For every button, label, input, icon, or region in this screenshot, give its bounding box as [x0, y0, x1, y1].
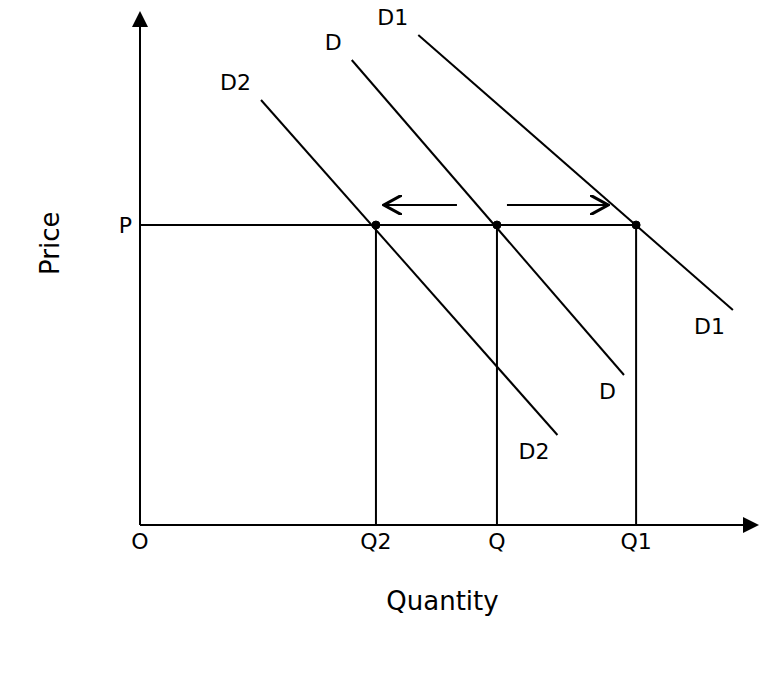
svg-text:Q2: Q2: [360, 529, 391, 554]
svg-text:P: P: [119, 213, 132, 238]
svg-text:D2: D2: [519, 439, 550, 464]
svg-text:Price: Price: [35, 212, 65, 275]
svg-text:O: O: [131, 529, 148, 554]
svg-text:D: D: [325, 30, 342, 55]
svg-text:D: D: [599, 379, 616, 404]
svg-text:D1: D1: [694, 314, 725, 339]
svg-text:D2: D2: [220, 70, 251, 95]
svg-text:Q: Q: [488, 529, 505, 554]
svg-text:Quantity: Quantity: [386, 586, 498, 616]
svg-text:D1: D1: [377, 5, 408, 30]
svg-text:Q1: Q1: [620, 529, 651, 554]
